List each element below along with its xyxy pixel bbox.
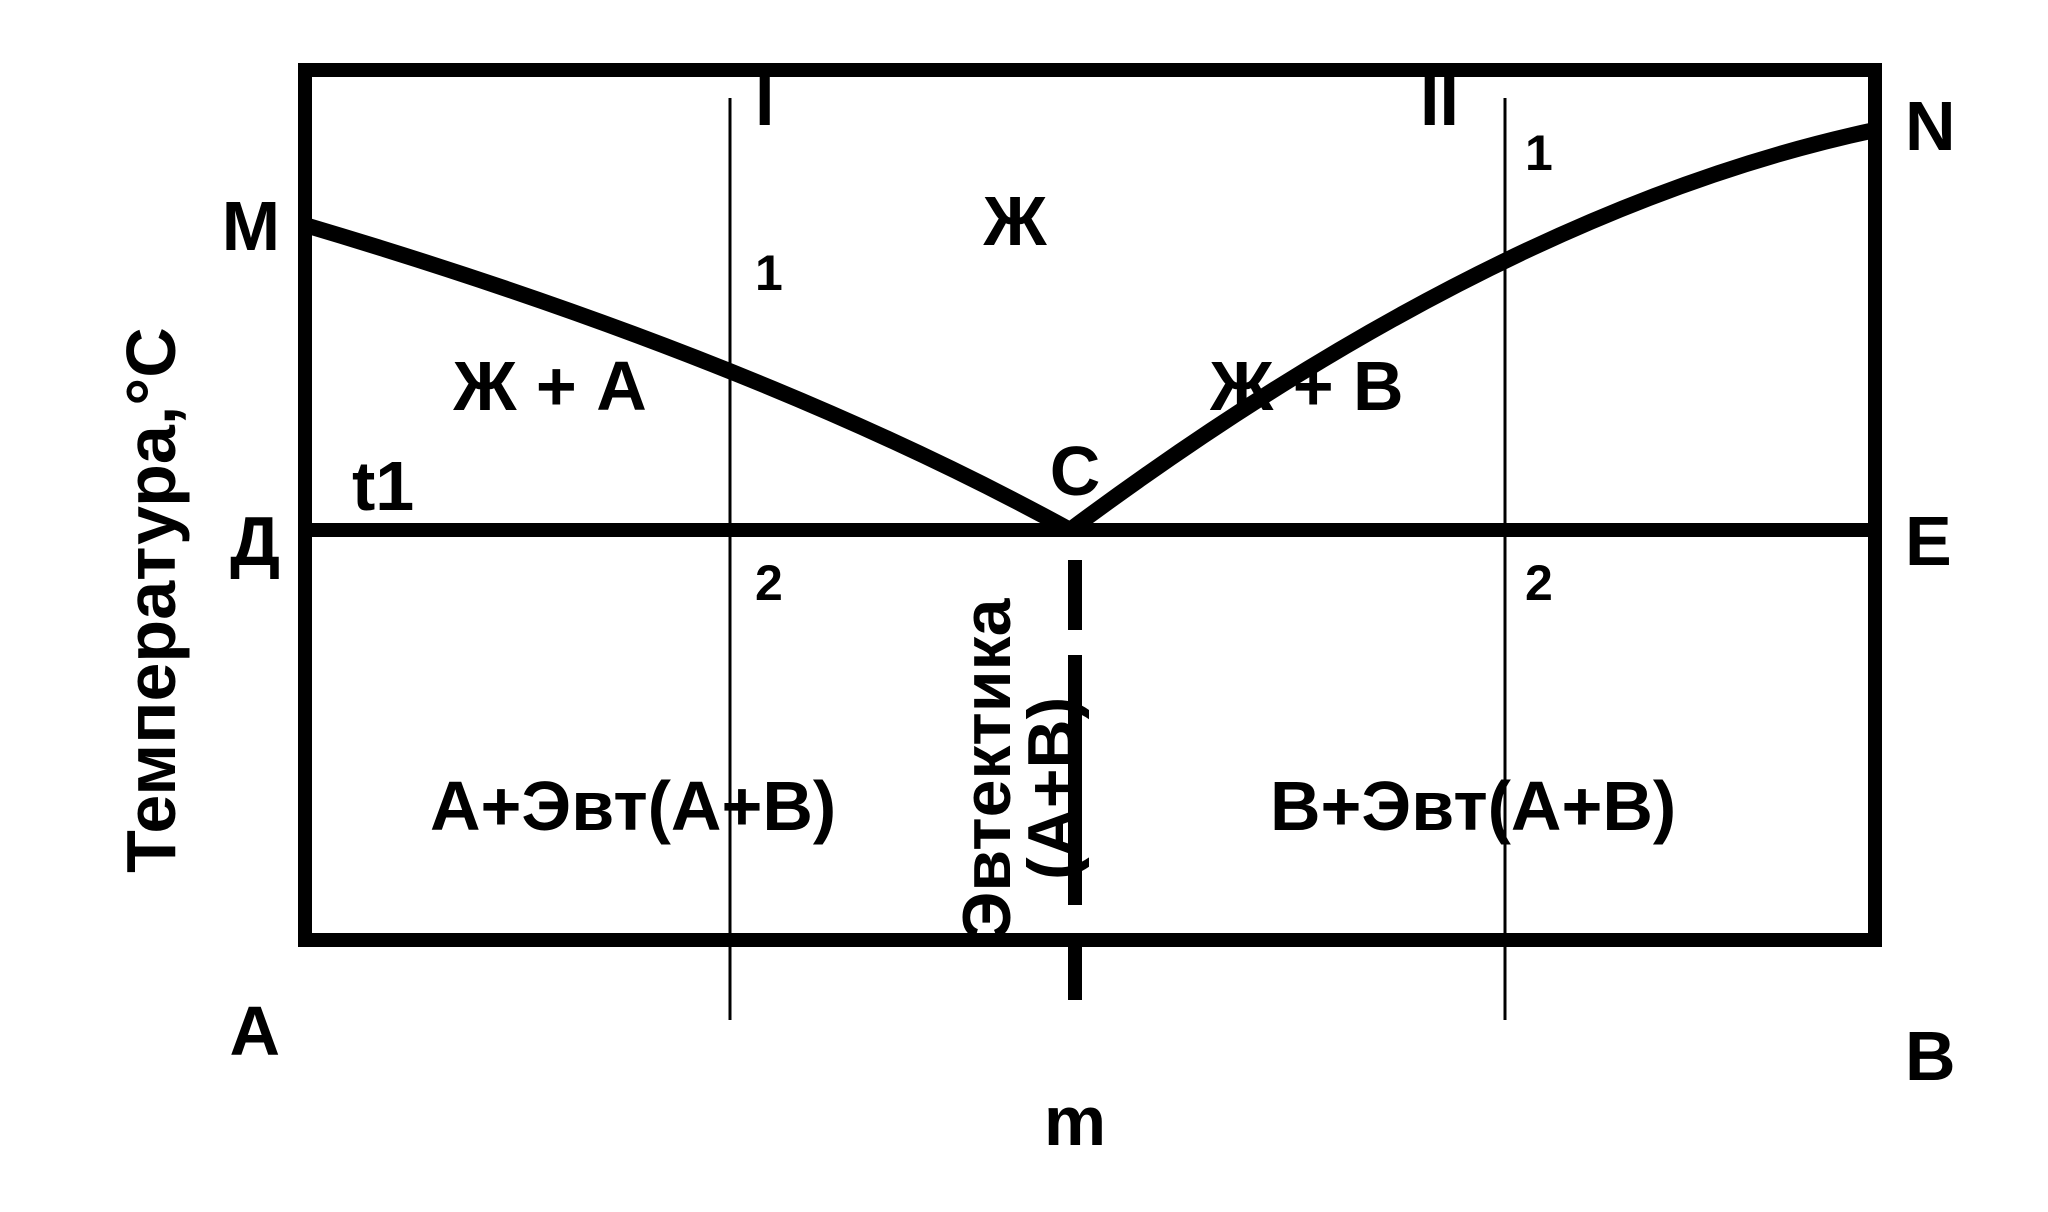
corner-B: В <box>1905 1017 1956 1095</box>
corner-N: N <box>1905 87 1956 165</box>
corner-M: М <box>222 187 280 265</box>
label-II: II <box>1420 62 1459 140</box>
label-1-right: 1 <box>1525 125 1553 181</box>
region-B-plus-eutectic: В+Эвт(А+В) <box>1270 767 1676 845</box>
corner-A: А <box>229 992 280 1070</box>
y-axis-label: Температура,°С <box>112 327 190 873</box>
label-2-left: 2 <box>755 555 783 611</box>
region-liquid: Ж <box>982 182 1047 260</box>
label-2-right: 2 <box>1525 555 1553 611</box>
liquidus-right-curve <box>1070 130 1875 530</box>
point-t1: t1 <box>352 447 414 525</box>
label-1-left: 1 <box>755 245 783 301</box>
region-liquid-plus-B: Ж + В <box>1209 347 1404 425</box>
liquidus-left-curve <box>305 225 1070 530</box>
label-I: I <box>755 62 774 140</box>
region-A-plus-eutectic: А+Эвт(А+В) <box>430 767 836 845</box>
region-liquid-plus-A: Ж + А <box>452 347 647 425</box>
corner-E: E <box>1905 502 1952 580</box>
x-axis-label: m <box>1044 1082 1106 1160</box>
eutectic-vertical-label-bottom: (А+В) <box>1014 697 1090 880</box>
corner-D: Д <box>230 502 280 580</box>
point-C: С <box>1050 432 1101 510</box>
phase-diagram-svg: Температура,°С m М N Д E А В Ж Ж + А Ж +… <box>0 0 2048 1212</box>
